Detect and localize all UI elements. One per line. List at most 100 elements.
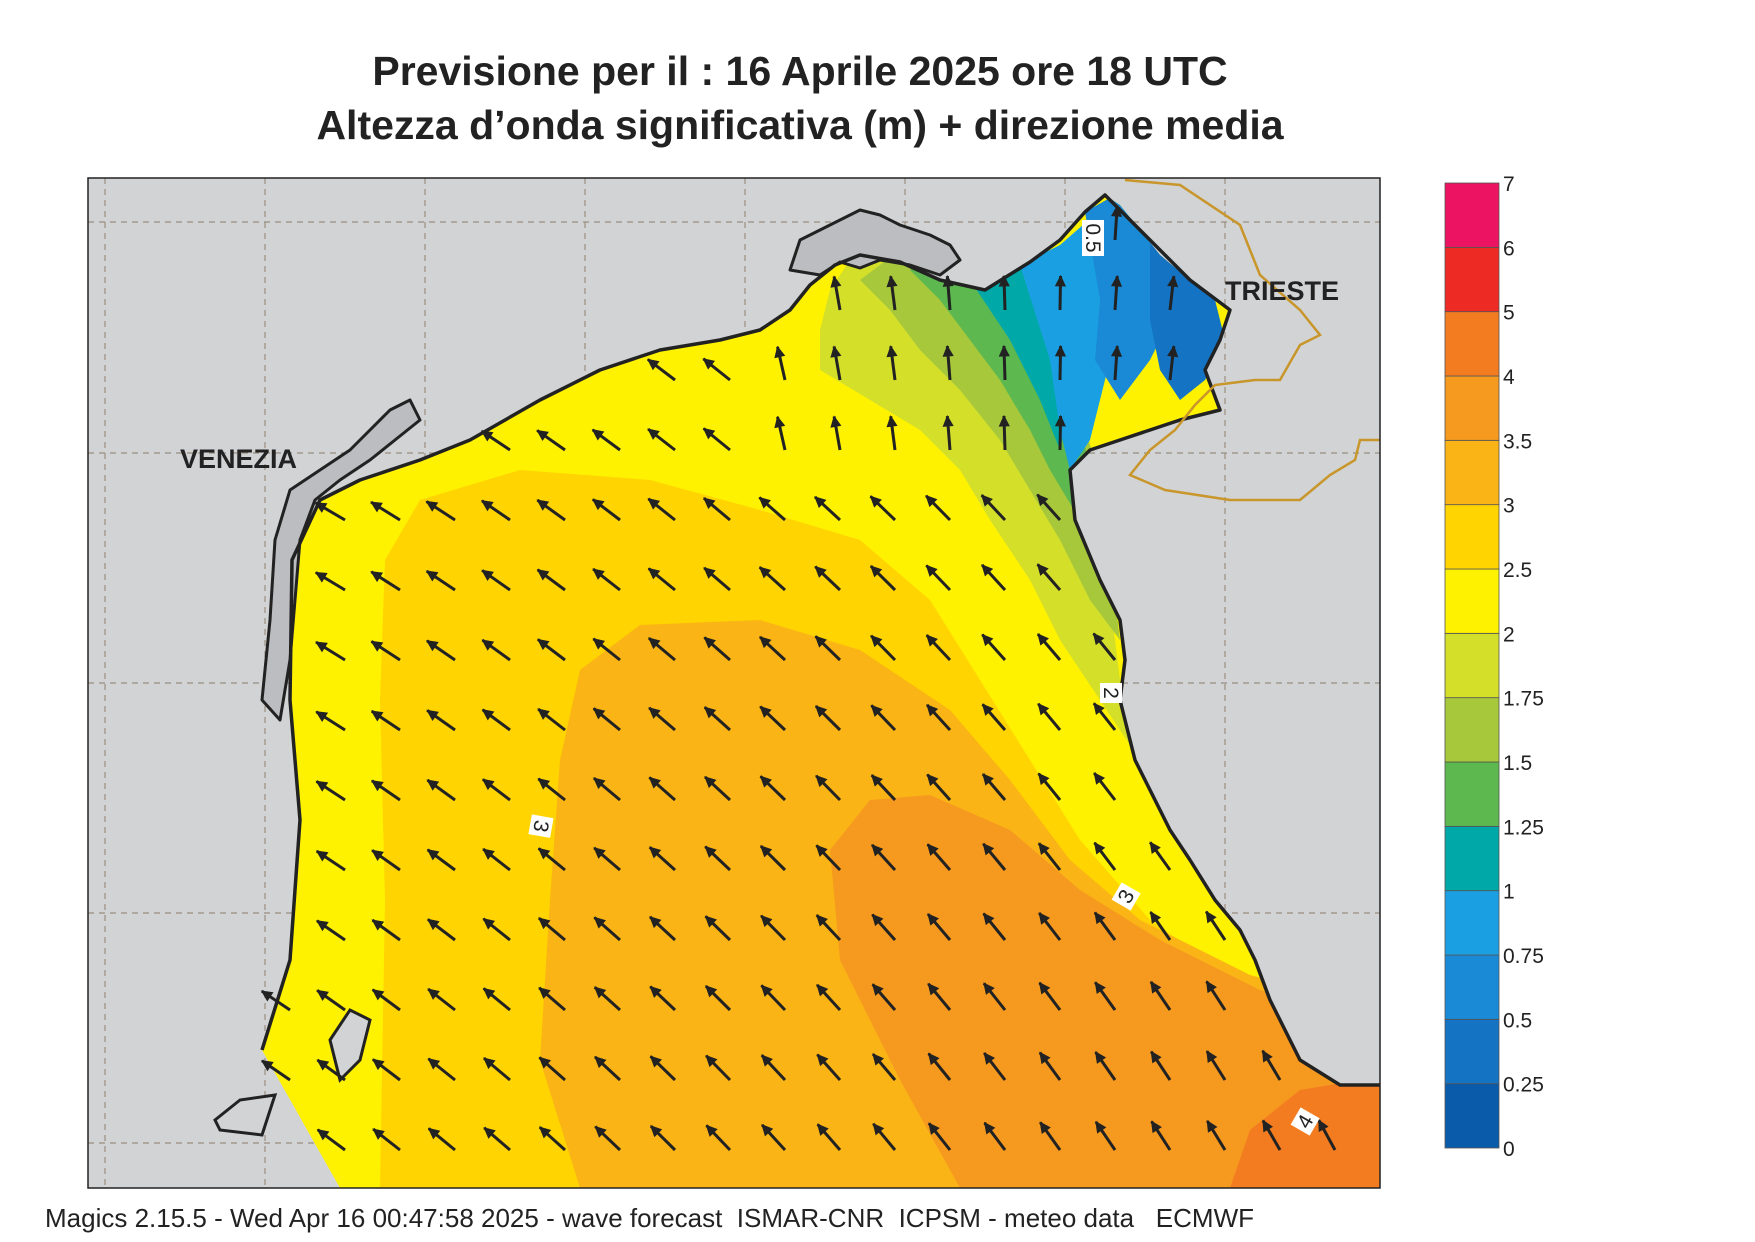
direction-arrowhead	[814, 635, 827, 648]
direction-arrowhead	[1037, 702, 1050, 716]
legend-label: 7	[1503, 173, 1515, 196]
direction-arrowhead	[926, 773, 939, 787]
direction-arrowhead	[815, 844, 828, 857]
direction-arrowhead	[759, 775, 772, 788]
direction-arrowhead	[1110, 274, 1123, 287]
direction-arrowhead	[1036, 563, 1049, 576]
legend-swatch	[1444, 761, 1500, 827]
coastline	[260, 193, 1380, 1087]
direction-arrowhead	[593, 847, 606, 859]
legend-swatch	[1444, 825, 1500, 892]
direction-arrowhead	[1039, 1051, 1051, 1065]
direction-arrowhead	[761, 1124, 774, 1137]
direction-arrowhead	[371, 919, 385, 931]
map-title-line2: Altezza d’onda significativa (m) + direz…	[316, 102, 1284, 148]
direction-arrowhead	[871, 844, 884, 857]
direction-arrowhead	[592, 707, 606, 720]
direction-arrowhead	[260, 990, 274, 1002]
label-venezia: VENEZIA	[180, 444, 297, 474]
direction-arrowhead	[705, 1124, 718, 1137]
direction-arrowhead	[372, 1128, 385, 1140]
direction-arrowhead	[538, 1056, 552, 1069]
direction-arrowhead	[481, 709, 495, 721]
direction-arrowhead	[593, 916, 606, 929]
direction-arrowhead	[1093, 702, 1105, 715]
direction-arrowhead	[316, 920, 329, 932]
direction-arrowhead	[647, 428, 660, 440]
direction-arrowhead	[1167, 275, 1179, 288]
direction-arrowhead	[316, 1129, 330, 1141]
legend-label: 0	[1503, 1138, 1515, 1161]
contour-labels: 0.5 2 3 3 4	[528, 220, 1320, 1136]
direction-arrowhead	[982, 773, 994, 786]
direction-arrowhead	[316, 1059, 330, 1071]
direction-arrowhead	[815, 914, 828, 927]
direction-arrowhead	[1094, 981, 1106, 995]
direction-arrowhead	[870, 634, 883, 648]
direction-arrowhead	[592, 498, 605, 511]
direction-arrowhead	[816, 1123, 829, 1136]
direction-arrowhead	[1054, 344, 1066, 357]
direction-arrowhead	[703, 567, 716, 579]
direction-arrowhead	[316, 989, 329, 1001]
direction-arrowhead	[261, 1060, 274, 1072]
direction-arrowhead	[1150, 980, 1162, 994]
direction-arrowhead	[886, 275, 898, 288]
direction-arrowhead	[537, 847, 551, 860]
direction-arrowhead	[1037, 633, 1049, 646]
direction-arrowhead	[760, 914, 773, 928]
direction-arrowhead	[315, 780, 329, 792]
direction-arrowhead	[886, 345, 898, 358]
direction-arrowhead	[1110, 344, 1123, 357]
direction-arrowhead	[982, 912, 995, 926]
direction-arrowhead	[942, 344, 954, 357]
direction-arrowhead	[537, 778, 551, 790]
direction-arrowhead	[482, 778, 495, 791]
direction-arrowhead	[372, 1058, 385, 1071]
direction-arrowhead	[870, 774, 883, 787]
direction-arrowhead	[646, 358, 660, 371]
direction-arrowhead	[981, 703, 994, 716]
direction-arrowhead	[427, 1127, 441, 1140]
direction-arrowhead	[1205, 910, 1217, 924]
direction-arrowhead	[942, 274, 954, 287]
direction-arrowhead	[482, 987, 496, 1000]
direction-arrowhead	[592, 638, 606, 650]
band-1.25-1.5	[910, 245, 1095, 530]
direction-arrowhead	[816, 984, 829, 997]
direction-arrowhead	[1167, 345, 1179, 358]
direction-arrowhead	[537, 708, 550, 720]
direction-arrowhead	[830, 415, 842, 428]
direction-arrowhead	[870, 704, 883, 717]
direction-arrowhead	[1205, 980, 1217, 994]
direction-arrowhead	[538, 917, 551, 930]
direction-arrowhead	[760, 1054, 773, 1067]
direction-arrowhead	[648, 846, 662, 859]
legend-swatch	[1444, 311, 1500, 377]
marano-lagoon	[788, 208, 962, 277]
legend-label: 5	[1503, 302, 1515, 325]
contour-label-3a: 3	[528, 818, 553, 834]
legend-swatch	[1444, 1018, 1500, 1085]
direction-arrowhead	[1262, 1119, 1274, 1133]
direction-arrowhead	[647, 498, 661, 510]
band-0.25-0.5	[1150, 230, 1225, 400]
legend-label: 6	[1503, 237, 1515, 260]
direction-arrowhead	[942, 414, 954, 427]
direction-arrowhead	[591, 429, 605, 441]
direction-arrowhead	[816, 1053, 829, 1067]
map-title-line1: Previsione per il : 16 Aprile 2025 ore 1…	[372, 48, 1228, 94]
direction-arrowhead	[371, 849, 384, 861]
national-border	[1124, 178, 1380, 502]
legend-label: 1.5	[1503, 752, 1532, 775]
direction-arrowhead	[925, 564, 938, 577]
direction-arrowhead	[926, 843, 939, 856]
direction-arrowhead	[315, 850, 329, 862]
legend-swatch	[1444, 890, 1500, 956]
direction-arrowhead	[704, 845, 717, 858]
legend-swatch	[1444, 568, 1500, 634]
direction-arrowhead	[983, 1052, 996, 1065]
direction-arrowhead	[649, 916, 662, 929]
direction-arrowhead	[427, 988, 440, 1000]
direction-arrowhead	[871, 913, 884, 927]
